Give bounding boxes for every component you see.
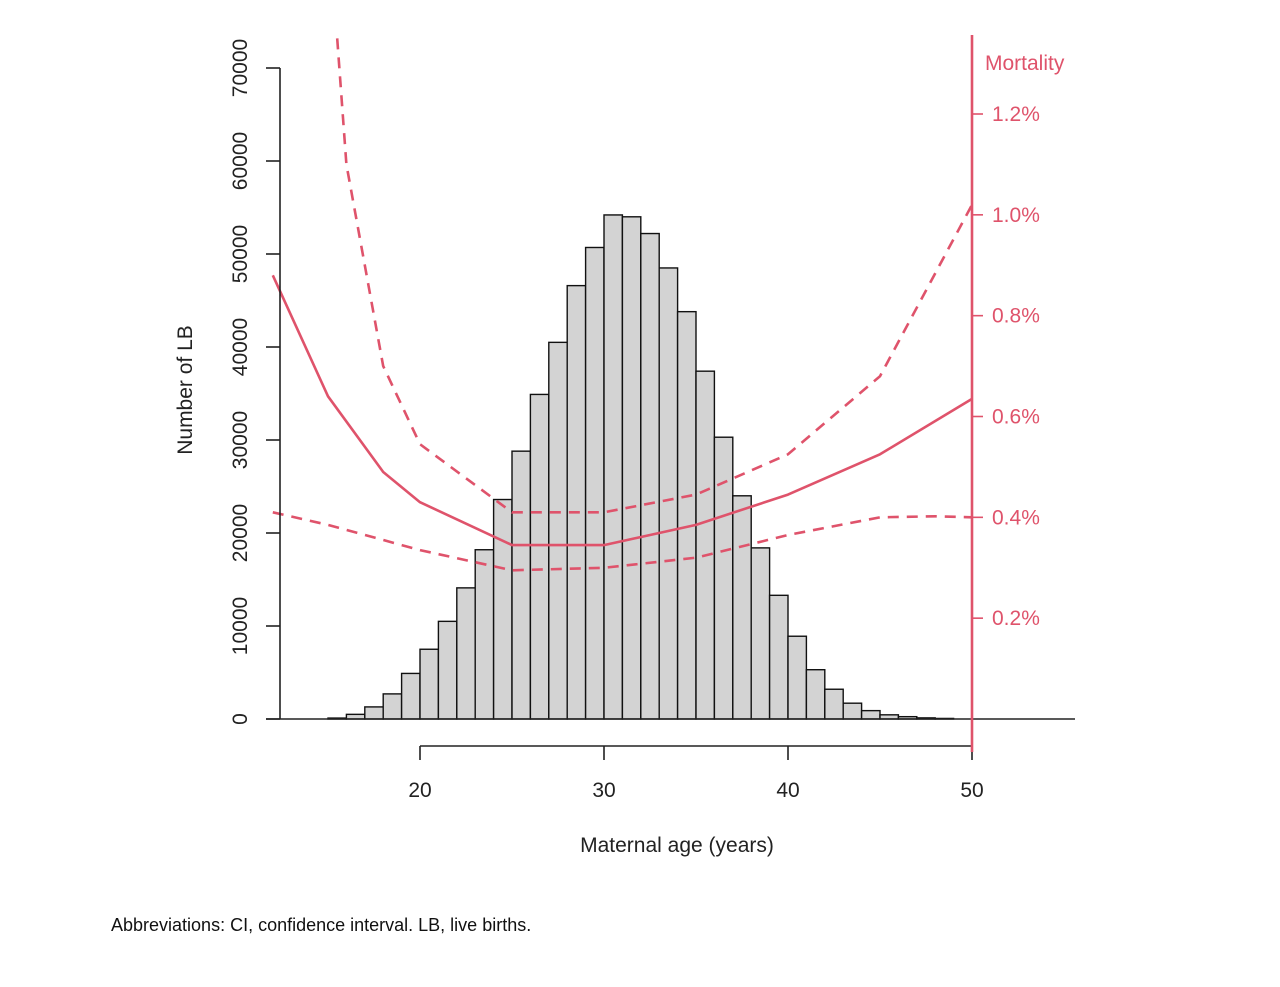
- x-tick-label: 20: [408, 779, 431, 802]
- y-tick-label: 30000: [229, 411, 252, 469]
- y-tick-label: 60000: [229, 132, 252, 190]
- y-tick-label: 20000: [229, 504, 252, 562]
- histogram-bar: [732, 495, 752, 720]
- histogram-bar: [492, 498, 513, 720]
- mortality-axis-title: Mortality: [985, 52, 1065, 75]
- y-tick-label: 50000: [229, 225, 252, 283]
- y-tick-label: 40000: [229, 318, 252, 376]
- histogram-bar: [713, 436, 734, 720]
- histogram-bar: [566, 284, 587, 720]
- histogram-bar: [695, 370, 716, 720]
- axes: 0 10000 20000 30000 40000 50000 60000 70000 20 30…: [229, 35, 1075, 802]
- histogram-bar: [768, 594, 789, 720]
- mortality-tick-label: 0.4%: [992, 506, 1040, 529]
- x-tick-label: 50: [960, 779, 983, 802]
- histogram-bar: [621, 216, 642, 720]
- histogram-bar: [603, 214, 624, 720]
- histogram-bar: [474, 549, 495, 720]
- histogram-bars: [327, 214, 955, 720]
- histogram-bar: [676, 310, 697, 720]
- mortality-line-lower-ci: [272, 511, 973, 572]
- histogram-bar: [456, 587, 476, 720]
- histogram-bar: [860, 709, 881, 720]
- histogram-bar: [437, 620, 458, 720]
- histogram-bar: [400, 672, 421, 720]
- y-tick-label: 70000: [229, 39, 252, 97]
- mortality-line-upper-ci: [335, 38, 974, 514]
- x-axis-title: Maternal age (years): [580, 834, 774, 857]
- y-tick-label: 0: [229, 713, 252, 725]
- histogram-bar: [750, 547, 771, 720]
- histogram-bar: [529, 393, 550, 720]
- histogram-bar: [511, 450, 532, 720]
- mortality-tick-label: 0.8%: [992, 305, 1040, 328]
- x-tick-label: 30: [592, 779, 615, 802]
- mortality-line-estimate: [271, 274, 973, 547]
- histogram-bar: [640, 232, 660, 720]
- x-tick-label: 40: [776, 779, 799, 802]
- y-tick-label: 10000: [229, 597, 252, 655]
- histogram-bar: [658, 267, 679, 720]
- histogram-bar: [382, 693, 403, 720]
- histogram-bar: [787, 635, 808, 720]
- mortality-tick-label: 0.6%: [992, 406, 1040, 429]
- mortality-tick-label: 1.2%: [992, 103, 1040, 126]
- histogram-bar: [364, 706, 384, 720]
- mortality-tick-label: 0.2%: [992, 607, 1040, 630]
- y-axis-title: Number of LB: [174, 325, 197, 455]
- footnote: Abbreviations: CI, confidence interval. …: [111, 915, 532, 935]
- mortality-curves: [271, 38, 974, 572]
- histogram-bar: [805, 669, 826, 720]
- mortality-tick-label: 1.0%: [992, 204, 1040, 227]
- histogram-bar: [419, 648, 440, 720]
- histogram-bar: [824, 688, 844, 720]
- histogram-bar: [584, 246, 605, 720]
- histogram-bar: [842, 702, 863, 720]
- histogram-bar: [548, 341, 568, 720]
